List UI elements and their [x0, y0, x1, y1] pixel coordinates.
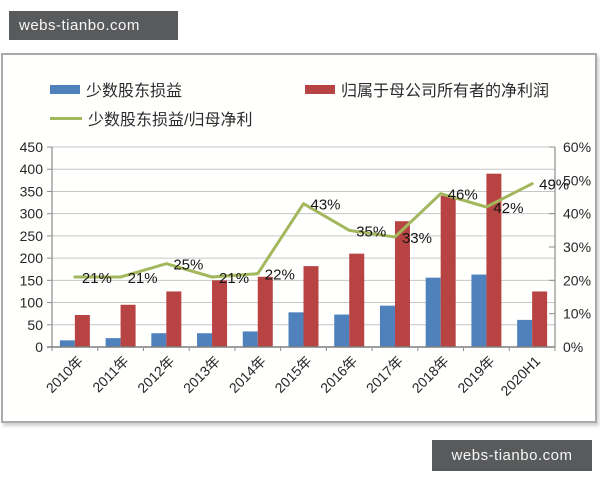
watermark-top-left: webs-tianbo.com: [9, 11, 178, 40]
legend-label-minority: 少数股东损益: [86, 83, 183, 100]
legend-item-minority: 少数股东损益: [50, 77, 182, 101]
watermark-bottom-right: webs-tianbo.com: [432, 440, 592, 471]
legend-swatch-minority-bar: [50, 84, 80, 94]
legend-swatch-parent-bar: [305, 84, 335, 94]
legend-item-ratio: 少数股东损益/归母净利: [50, 106, 252, 130]
legend-label-ratio: 少数股东损益/归母净利: [88, 112, 253, 129]
legend-item-parent: 归属于母公司所有者的净利润: [305, 77, 549, 101]
legend-swatch-ratio-line: [50, 116, 82, 120]
legend-label-parent: 归属于母公司所有者的净利润: [341, 83, 550, 100]
